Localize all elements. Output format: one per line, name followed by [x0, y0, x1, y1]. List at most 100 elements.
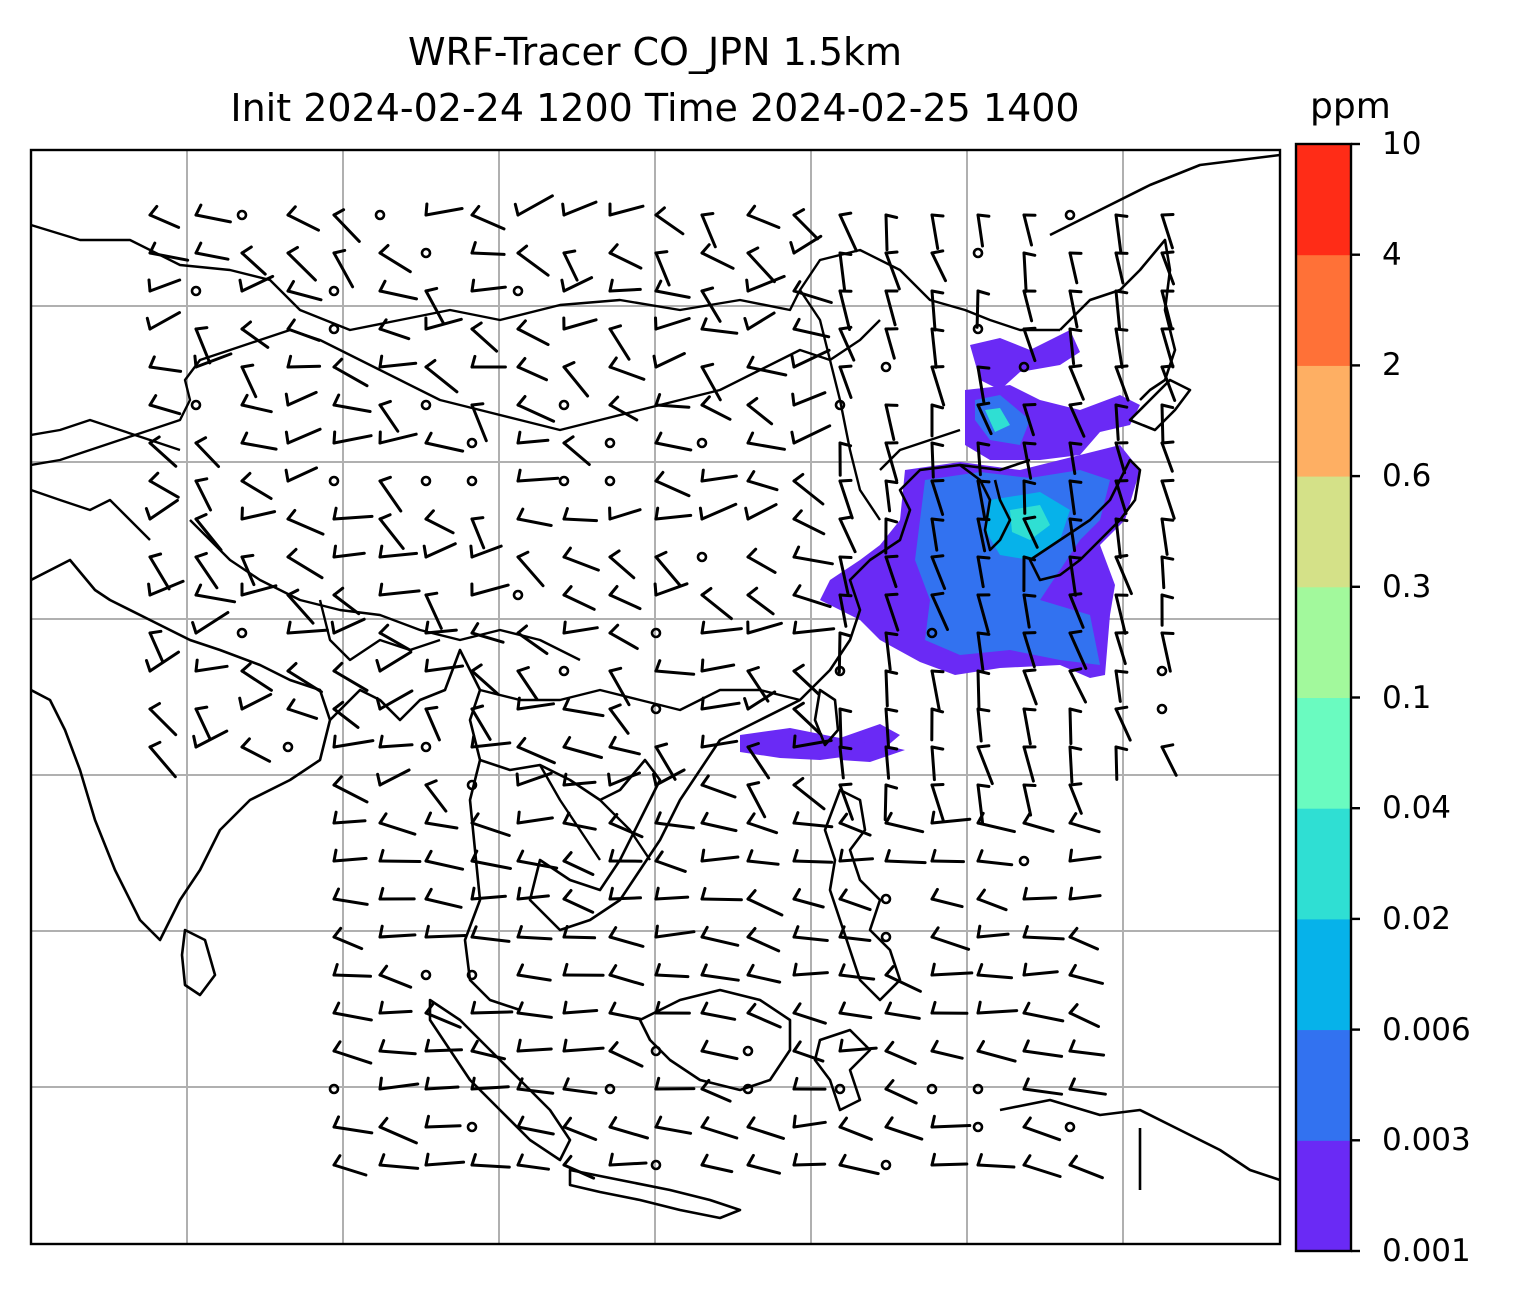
wind-barb-staff: [378, 859, 422, 863]
calm-wind-circle: [880, 361, 892, 373]
wind-barb-staff: [654, 213, 685, 236]
wind-barb-flag: [194, 705, 209, 711]
wind-barb-staff: [792, 707, 823, 736]
wind-barb-staff: [608, 403, 639, 422]
wind-barb-flag: [1068, 1003, 1079, 1015]
wind-barb-staff: [240, 555, 256, 587]
wind-barb-flag: [746, 781, 761, 787]
wind-barb-staff: [838, 289, 851, 331]
wind-barb-flag: [375, 696, 382, 711]
wind-barb-staff: [562, 821, 597, 831]
wind-barb-staff: [194, 327, 212, 365]
wind-barb-staff: [470, 1049, 506, 1061]
wind-barb-staff: [516, 1125, 555, 1136]
wind-barb-staff: [1022, 251, 1028, 293]
wind-barb-flag: [194, 436, 208, 445]
wind-barb-staff: [976, 745, 994, 786]
wind-barb-staff: [516, 1011, 553, 1019]
wind-barb-flag: [378, 812, 388, 825]
calm-wind-circle: [558, 665, 570, 677]
wind-barb-flag: [286, 280, 295, 293]
wind-barb-flag: [562, 507, 569, 521]
wind-barb-staff: [1068, 403, 1086, 438]
wind-barb-flag: [746, 586, 759, 597]
wind-barb-flag: [884, 631, 899, 637]
wind-barb-flag: [147, 582, 152, 597]
wind-barb-staff: [1114, 479, 1128, 515]
wind-barb-staff: [332, 707, 360, 729]
wind-barb-staff: [792, 327, 831, 339]
wind-barb-staff: [930, 935, 971, 951]
wind-barb-staff: [286, 213, 320, 232]
wind-barb-flag: [332, 393, 341, 407]
wind-barb-flag: [1068, 926, 1079, 939]
wind-barb-staff: [562, 200, 598, 217]
wind-barb-flag: [884, 707, 899, 713]
wind-barb-staff: [516, 1163, 550, 1171]
wind-barb-staff: [746, 274, 786, 293]
wind-barb-flag: [608, 1116, 618, 1129]
wind-barb-flag: [424, 658, 429, 673]
wind-barb-staff: [240, 251, 267, 276]
wind-barb-flag: [1068, 848, 1073, 863]
wind-barb-flag: [792, 1152, 798, 1167]
wind-barb-staff: [470, 544, 503, 559]
wind-barb-staff: [470, 631, 505, 644]
wind-barb-staff: [424, 517, 455, 535]
wind-barb-staff: [608, 508, 642, 521]
wind-barb-flag: [424, 431, 433, 445]
wind-barb-flag: [746, 812, 756, 825]
wind-barb-staff: [332, 669, 369, 692]
wind-barb-staff: [148, 251, 190, 262]
wind-barb-flag: [654, 206, 666, 217]
wind-barb-staff: [1114, 441, 1127, 475]
wind-barb-flag: [1114, 327, 1129, 332]
calm-wind-circle: [466, 437, 478, 449]
wind-barb-staff: [332, 434, 373, 445]
wind-barb-flag: [562, 736, 572, 749]
wind-barb-staff: [700, 663, 736, 673]
wind-barb-flag: [424, 887, 433, 901]
wind-barb-staff: [654, 251, 671, 287]
wind-barb-flag: [516, 1001, 524, 1015]
wind-barb-staff: [1160, 213, 1174, 250]
wind-barb-staff: [976, 932, 1010, 939]
calm-wind-circle: [420, 741, 432, 753]
wind-barb-flag: [838, 325, 853, 331]
wind-barb-flag: [1114, 289, 1129, 295]
wind-barb-staff: [838, 327, 856, 362]
wind-barb-staff: [148, 579, 185, 597]
wind-barb-flag: [332, 1001, 341, 1015]
wind-barb-flag: [884, 1001, 892, 1015]
wind-barb-flag: [240, 431, 249, 445]
wind-barb-flag: [284, 468, 290, 483]
wind-barb-flag: [976, 963, 984, 977]
wind-barb-flag: [608, 1152, 614, 1167]
wind-barb-flag: [884, 479, 899, 485]
wind-barb-flag: [1068, 479, 1083, 484]
wind-barb-staff: [424, 897, 463, 909]
wind-barb-staff: [470, 251, 506, 256]
wind-barb-staff: [516, 403, 556, 423]
wind-barb-flag: [424, 509, 435, 521]
wind-barb-flag: [884, 849, 891, 863]
wind-barb-flag: [976, 1000, 982, 1015]
wind-barb-staff: [976, 973, 1013, 980]
wind-barb-flag: [378, 318, 388, 331]
wind-barb-flag: [1068, 963, 1077, 977]
wind-barb-staff: [1022, 213, 1033, 247]
wind-barb-flag: [1022, 251, 1037, 257]
wind-barb-flag: [1068, 1154, 1078, 1167]
wind-barb-flag: [930, 848, 937, 863]
wind-barb-staff: [1022, 1087, 1064, 1096]
wind-barb-staff: [562, 555, 600, 572]
wind-barb-flag: [654, 886, 660, 901]
colorbar-bin: [1296, 697, 1351, 809]
wind-barb-staff: [516, 816, 554, 825]
wind-barb-flag: [700, 468, 705, 483]
wind-barb-staff: [838, 1046, 878, 1053]
wind-barb-staff: [792, 424, 832, 445]
calm-wind-circle: [650, 627, 662, 639]
wind-barb-staff: [838, 517, 857, 554]
wind-barb-staff: [516, 476, 560, 483]
